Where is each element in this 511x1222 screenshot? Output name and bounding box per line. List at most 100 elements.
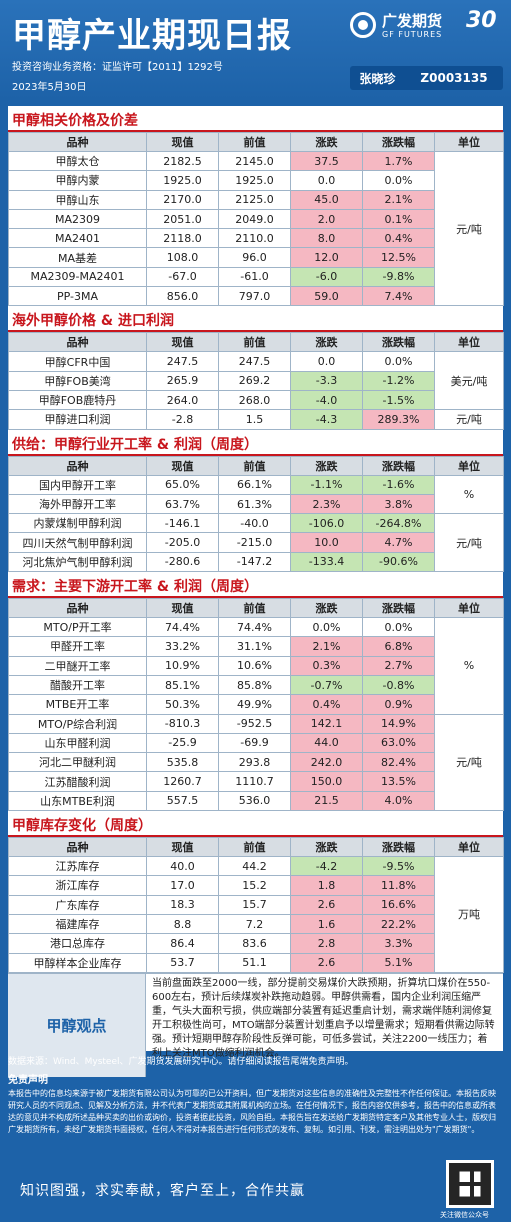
data-table: 品种 现值 前值 涨跌 涨跌幅 单位 国内甲醇开工率 65.0% 66.1% -1.1% -1.6%… [8,455,504,573]
analyst-box: 张晓珍 Z0003135 [350,66,503,90]
change-value: 150.0 [290,771,363,792]
column-header: 涨跌幅 [362,455,435,476]
column-header: 涨跌 [290,332,363,353]
table-row: MTBE开工率 50.3% 49.9% 0.4% 0.9% [8,694,504,715]
column-header: 涨跌 [290,132,363,152]
current-value: 85.1% [146,674,219,696]
previous-value: 1925.0 [218,170,291,191]
table-row: 山东甲醛利润 -25.9 -69.9 44.0 63.0% [8,732,504,754]
name: 河北焦炉气制甲醇利润 [8,551,147,573]
column-header: 品种 [8,837,147,858]
previous-value: 96.0 [218,247,291,268]
change-percent: 6.8% [362,636,435,657]
logo-text-en: GF FUTURES [382,30,443,39]
anniversary-badge: 30 [466,8,497,33]
table-header-row: 品种 现值 前值 涨跌 涨跌幅 单位 [8,132,504,152]
name: MA2309-MA2401 [8,266,147,288]
previous-value: 2110.0 [218,228,291,249]
current-value: 86.4 [146,933,219,954]
change-value: -106.0 [290,513,363,534]
table-row: MA2401 2118.0 2110.0 8.0 0.4% [8,228,504,249]
column-header: 单位 [434,455,504,476]
name: 甲醇FOB鹿特丹 [8,389,147,411]
column-header: 单位 [434,837,504,858]
unit-cell: 元/吨 [434,513,504,573]
previous-value: 83.6 [218,933,291,954]
current-value: 108.0 [146,247,219,268]
change-percent: 289.3% [362,409,435,430]
current-value: -67.0 [146,266,219,288]
previous-value: 15.2 [218,875,291,896]
analyst-id: Z0003135 [420,71,488,85]
change-percent: 4.7% [362,532,435,553]
table-row: 内蒙煤制甲醇利润 -146.1 -40.0 -106.0 -264.8% 元/吨 [8,513,504,573]
name: 河北二甲醚利润 [8,752,147,773]
previous-value: 85.8% [218,674,291,696]
name: 内蒙煤制甲醇利润 [8,513,147,534]
unit-cell: 元/吨 [434,713,504,812]
column-header: 品种 [8,455,147,476]
change-percent: -9.5% [362,856,435,877]
change-value: 0.0 [290,351,363,372]
column-header: 现值 [146,837,219,858]
change-percent: 3.8% [362,493,435,515]
current-value: -810.3 [146,713,219,734]
previous-value: 1110.7 [218,771,291,792]
section-title: 甲醇相关价格及价差 [8,106,503,132]
name: 山东甲醛利润 [8,732,147,754]
column-header: 现值 [146,455,219,476]
change-value: -0.7% [290,674,363,696]
column-header: 单位 [434,132,504,152]
report-content: 甲醇相关价格及价差 品种 现值 前值 涨跌 涨跌幅 单位 甲醇太仓 2182.5 2145.0 37… [8,106,504,1077]
current-value: 2182.5 [146,150,219,172]
change-percent: 16.6% [362,894,435,915]
previous-value: 74.4% [218,617,291,638]
table-row: 甲醇样本企业库存 53.7 51.1 2.6 5.1% [8,952,504,973]
change-value: 0.0% [290,617,363,638]
name: 甲醇太仓 [8,150,147,172]
previous-value: 2145.0 [218,150,291,172]
change-value: 12.0 [290,247,363,268]
current-value: -205.0 [146,532,219,553]
column-header: 前值 [218,455,291,476]
change-percent: 63.0% [362,732,435,754]
previous-value: -215.0 [218,532,291,553]
table-row: 二甲醚开工率 10.9% 10.6% 0.3% 2.7% [8,655,504,676]
change-percent: -1.2% [362,370,435,391]
change-percent: 2.7% [362,655,435,676]
column-header: 现值 [146,132,219,152]
logo-circle-icon [350,12,376,38]
name: 浙江库存 [8,875,147,896]
previous-value: 49.9% [218,694,291,715]
change-percent: 22.2% [362,913,435,935]
data-source: 数据来源：Wind、Mysteel、广发期货发展研究中心。请仔细阅读报告尾端免责… [8,1057,354,1067]
previous-value: 51.1 [218,952,291,973]
column-header: 品种 [8,598,147,619]
column-header: 前值 [218,598,291,619]
section-title: 海外甲醇价格 & 进口利润 [8,306,503,333]
table-row: 广东库存 18.3 15.7 2.6 16.6% [8,894,504,915]
previous-value: -69.9 [218,732,291,754]
column-header: 品种 [8,332,147,353]
current-value: 50.3% [146,694,219,715]
column-header: 涨跌幅 [362,598,435,619]
previous-value: 44.2 [218,856,291,877]
change-percent: 5.1% [362,952,435,973]
unit-cell: % [434,474,504,515]
change-percent: 12.5% [362,247,435,268]
change-value: 0.3% [290,655,363,676]
data-table: 品种 现值 前值 涨跌 涨跌幅 单位 江苏库存 40.0 44.2 -4.2 -9.5% 万吨 浙江库存… [8,837,504,973]
change-value: 142.1 [290,713,363,734]
change-percent: 0.9% [362,694,435,715]
current-value: 33.2% [146,636,219,657]
column-header: 涨跌幅 [362,132,435,152]
change-percent: 4.0% [362,790,435,812]
previous-value: -40.0 [218,513,291,534]
current-value: -280.6 [146,551,219,573]
change-value: 37.5 [290,150,363,172]
section-title: 甲醇库存变化（周度） [8,811,503,838]
change-value: 59.0 [290,286,363,307]
change-value: 2.8 [290,933,363,954]
previous-value: 66.1% [218,474,291,495]
change-value: 242.0 [290,752,363,773]
